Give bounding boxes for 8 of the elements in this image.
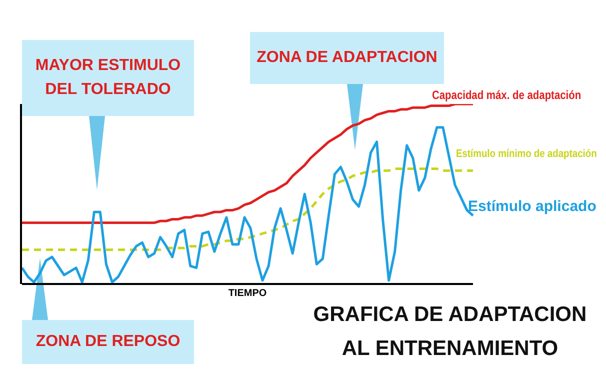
series-label: Capacidad máx. de adaptación [432, 88, 582, 102]
text: GRAFICA DE ADAPTACION AL ENTRENAMIENTO [312, 302, 588, 362]
x-axis-title: TIEMPO [228, 288, 267, 299]
series-label: Estímulo aplicado [468, 198, 596, 215]
text: ZONA DE ADAPTACION [250, 32, 444, 84]
series-label: Estímulo mínimo de adaptación [456, 148, 597, 160]
text: MAYOR ESTIMULO DEL TOLERADO [22, 40, 194, 116]
text: ZONA DE REPOSO [22, 320, 194, 364]
